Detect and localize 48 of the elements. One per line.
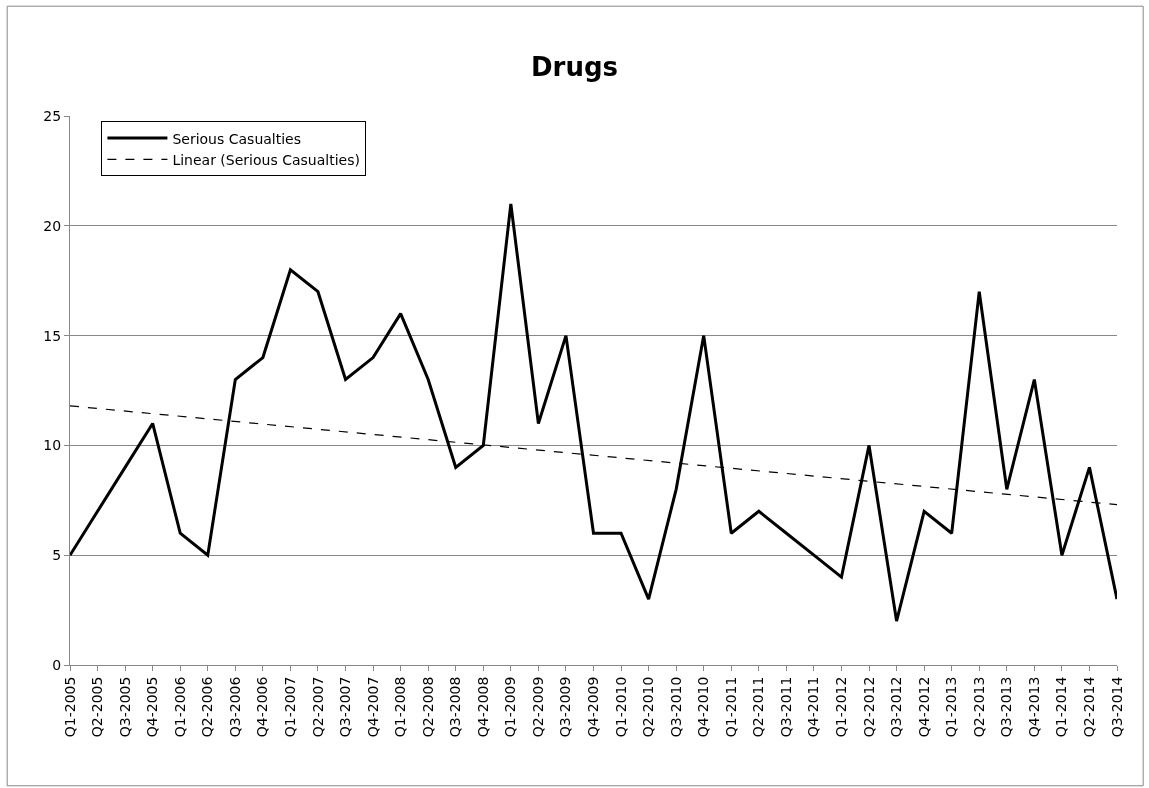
x-tick-label: Q3-2007 <box>337 676 354 738</box>
x-tick-label: Q1-2014 <box>1053 676 1070 738</box>
x-tick-label: Q3-2011 <box>777 676 794 738</box>
x-tick-label: Q2-2005 <box>89 676 106 738</box>
x-tick-label: Q1-2012 <box>833 676 850 738</box>
x-tick-label: Q2-2014 <box>1081 676 1097 738</box>
y-tick-label: 25 <box>43 107 62 124</box>
legend-label: Serious Casualties <box>172 130 302 147</box>
x-tick-label: Q2-2010 <box>640 676 657 738</box>
x-tick-label: Q1-2007 <box>281 676 298 738</box>
x-tick-label: Q3-2010 <box>667 676 684 738</box>
x-tick-label: Q3-2005 <box>116 676 133 738</box>
x-tick-label: Q4-2012 <box>915 676 932 738</box>
x-tick-label: Q4-2007 <box>364 676 381 738</box>
x-tick-label: Q3-2006 <box>226 676 243 738</box>
x-tick-label: Q4-2006 <box>254 676 271 738</box>
x-tick-label: Q4-2011 <box>805 676 822 738</box>
x-tick-label: Q1-2005 <box>61 676 78 738</box>
legend-label: Linear (Serious Casualties) <box>172 151 360 168</box>
x-tick-label: Q3-2014 <box>1108 676 1125 738</box>
x-tick-label: Q2-2012 <box>860 676 877 738</box>
x-tick-label: Q1-2006 <box>171 676 188 738</box>
x-tick-label: Q1-2010 <box>612 676 629 738</box>
x-tick-label: Q2-2008 <box>419 676 436 738</box>
y-tick-label: 10 <box>43 437 62 454</box>
x-tick-label: Q1-2013 <box>943 676 960 738</box>
x-tick-label: Q1-2008 <box>392 676 409 738</box>
x-tick-label: Q4-2005 <box>144 676 161 738</box>
y-tick-label: 0 <box>52 656 62 673</box>
y-tick-label: 20 <box>43 217 62 234</box>
x-tick-label: Q4-2010 <box>695 676 712 738</box>
x-tick-label: Q3-2013 <box>998 676 1015 738</box>
x-tick-label: Q4-2013 <box>1025 676 1042 738</box>
x-tick-label: Q2-2009 <box>529 676 546 738</box>
x-tick-label: Q3-2012 <box>888 676 905 738</box>
x-tick-label: Q4-2008 <box>474 676 491 738</box>
x-tick-label: Q4-2009 <box>585 676 602 738</box>
x-tick-label: Q2-2006 <box>199 676 216 738</box>
x-tick-label: Q2-2013 <box>970 676 987 738</box>
chart-title: Drugs <box>530 52 619 83</box>
x-tick-label: Q2-2011 <box>750 676 767 738</box>
x-tick-label: Q1-2009 <box>502 676 519 738</box>
y-tick-label: 5 <box>52 547 62 564</box>
x-tick-label: Q3-2009 <box>557 676 574 738</box>
x-tick-label: Q3-2008 <box>447 676 464 738</box>
x-tick-label: Q2-2007 <box>309 676 326 738</box>
y-tick-label: 15 <box>43 327 62 344</box>
x-tick-label: Q1-2011 <box>722 676 739 738</box>
